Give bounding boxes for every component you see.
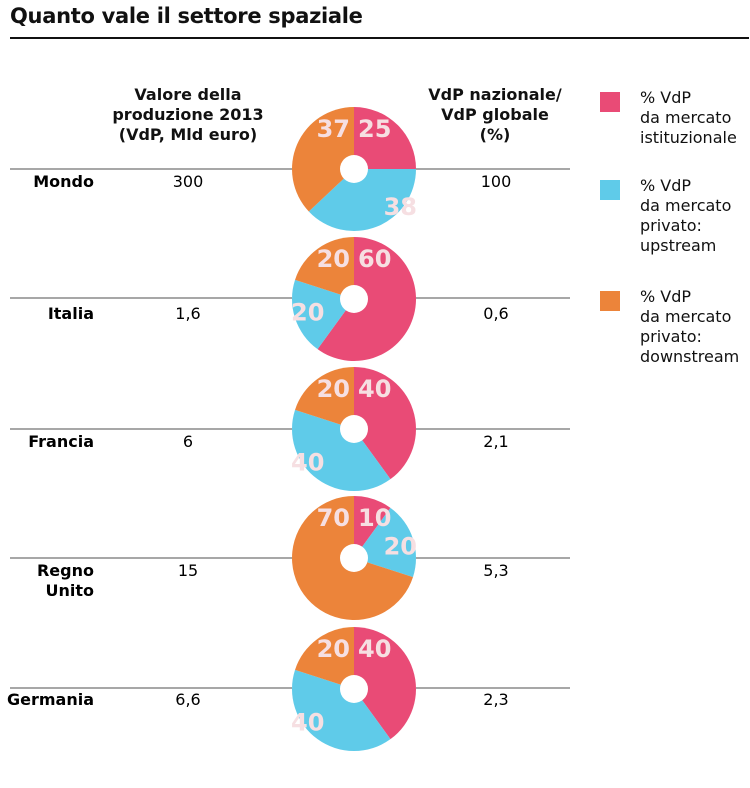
legend-swatch-upstream (600, 180, 620, 200)
share-value: 100 (481, 172, 512, 191)
pie-slice-istituzionale (354, 107, 416, 169)
pie-slice-label-upstream: 40 (291, 708, 324, 736)
pie-hole (340, 544, 368, 572)
pie-slice-downstream (295, 627, 354, 689)
pie-slice-label-istituzionale: 10 (358, 504, 391, 532)
pie-hole (340, 285, 368, 313)
share-column-header: VdP nazionale/VdP globale (%) (428, 85, 562, 144)
pie-slice-istituzionale (354, 496, 391, 558)
legend-swatch-istituzionale (600, 92, 620, 112)
pie-slice-label-downstream: 37 (317, 115, 350, 143)
pie-slice-upstream (291, 409, 391, 492)
pie-slice-label-istituzionale: 40 (358, 635, 391, 663)
share-value: 0,6 (483, 304, 508, 323)
legend-label-istituzionale: % VdP da mercato istituzionale (640, 88, 737, 147)
pie-slice-label-upstream: 20 (291, 298, 324, 326)
pie-slice-label-upstream: 40 (291, 448, 324, 476)
vdp-value: 300 (173, 172, 204, 191)
pie-slice-label-istituzionale: 40 (358, 375, 391, 403)
legend-label-upstream: % VdP da mercato privato: upstream (640, 176, 732, 255)
share-value: 5,3 (483, 561, 508, 580)
pie-slice-label-istituzionale: 25 (358, 115, 391, 143)
row-label: Germania (7, 690, 94, 709)
pie-hole (340, 675, 368, 703)
pie-slice-downstream (295, 237, 354, 299)
pie-slice-upstream (291, 669, 391, 752)
legend-label-downstream: % VdP da mercato privato: downstream (640, 287, 740, 366)
pie-slice-label-downstream: 20 (317, 245, 350, 273)
vdp-value: 1,6 (175, 304, 200, 323)
row-label: Mondo (33, 172, 94, 191)
pie-slice-downstream (295, 367, 354, 429)
row-label: Italia (48, 304, 94, 323)
pie-slice-label-downstream: 70 (317, 504, 350, 532)
pie-slice-label-downstream: 20 (317, 375, 350, 403)
row-label: Unito (45, 581, 94, 600)
pie-slice-upstream (291, 279, 354, 350)
vdp-value: 15 (178, 561, 198, 580)
pie-slice-label-upstream: 20 (384, 533, 417, 561)
pie-slice-upstream (308, 169, 416, 232)
pie-slice-label-downstream: 20 (317, 635, 350, 663)
pie-slice-istituzionale (354, 627, 416, 740)
row-label: Regno (37, 561, 94, 580)
legend-swatch-downstream (600, 291, 620, 311)
pie-slice-downstream (291, 107, 354, 212)
chart-title: Quanto vale il settore spaziale (10, 4, 363, 28)
pie-slice-label-upstream: 38 (384, 193, 417, 221)
pie-hole (340, 415, 368, 443)
pie-slice-upstream (354, 507, 417, 578)
share-value: 2,3 (483, 690, 508, 709)
value-column-header: Valore della produzione 2013 (VdP, Mld eur… (112, 85, 264, 144)
pie-slice-label-istituzionale: 60 (358, 245, 391, 273)
vdp-value: 6 (183, 432, 193, 451)
row-label: Francia (28, 432, 94, 451)
vdp-value: 6,6 (175, 690, 200, 709)
pie-slice-istituzionale (354, 367, 416, 480)
share-value: 2,1 (483, 432, 508, 451)
pie-hole (340, 155, 368, 183)
title-divider (10, 37, 749, 39)
